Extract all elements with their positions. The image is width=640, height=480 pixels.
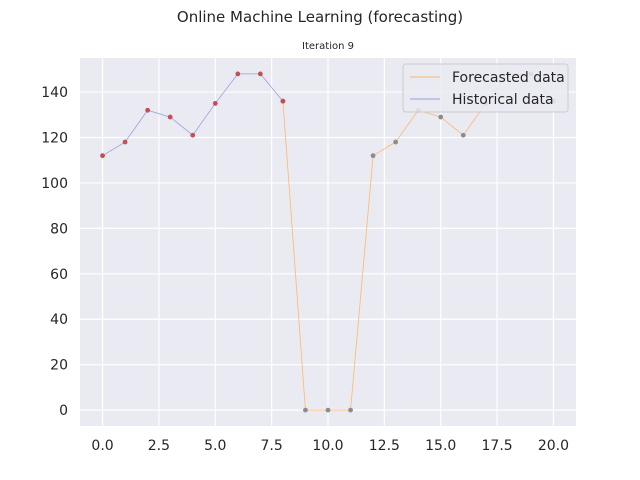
data-point-forecasted-data: [393, 139, 399, 145]
chart-title: Online Machine Learning (forecasting): [177, 8, 463, 26]
y-tick-label: 120: [41, 131, 68, 147]
legend-label-forecasted: Forecasted data: [452, 70, 565, 86]
data-point-historical-data: [167, 114, 173, 120]
legend-label-historical: Historical data: [452, 92, 554, 108]
x-tick-label: 17.5: [482, 438, 513, 454]
data-point-historical-data: [100, 153, 105, 159]
data-point-forecasted-data: [370, 153, 376, 159]
x-tick-label: 12.5: [369, 438, 400, 454]
y-tick-label: 20: [50, 358, 68, 374]
y-tick-label: 140: [41, 85, 68, 101]
data-point-historical-data: [280, 98, 286, 104]
x-tick-label: 5.0: [204, 438, 226, 454]
y-tick-label: 100: [41, 176, 68, 192]
axis-ticks: 0.0 2.5 5.0 7.5 10.0 12.5 15.0 17.5 20.0 0 20 40 60 8…: [41, 85, 569, 454]
legend-box: [402, 63, 569, 113]
data-point-forecasted-data: [438, 114, 444, 120]
x-tick-label: 15.0: [425, 438, 456, 454]
data-point-historical-data: [235, 71, 241, 77]
x-tick-label: 2.5: [148, 438, 170, 454]
chart-subtitle: Iteration 9: [302, 41, 354, 52]
data-point-historical-data: [122, 139, 128, 145]
y-tick-label: 40: [50, 312, 68, 328]
data-point-forecasted-data: [303, 407, 308, 413]
x-tick-label: 0.0: [91, 438, 113, 454]
data-point-forecasted-data: [460, 132, 466, 138]
legend: Forecasted data Historical data: [402, 63, 569, 113]
x-tick-label: 20.0: [538, 438, 569, 454]
data-point-historical-data: [190, 132, 196, 138]
data-point-historical-data: [212, 101, 218, 106]
y-tick-label: 0: [59, 403, 68, 419]
y-tick-label: 60: [50, 267, 68, 283]
y-tick-label: 80: [50, 221, 68, 237]
x-tick-label: 10.0: [312, 438, 343, 454]
data-point-forecasted-data: [325, 407, 331, 413]
x-tick-label: 7.5: [261, 438, 283, 454]
data-point-historical-data: [257, 71, 263, 77]
data-point-forecasted-data: [348, 407, 353, 413]
data-point-historical-data: [145, 107, 151, 113]
